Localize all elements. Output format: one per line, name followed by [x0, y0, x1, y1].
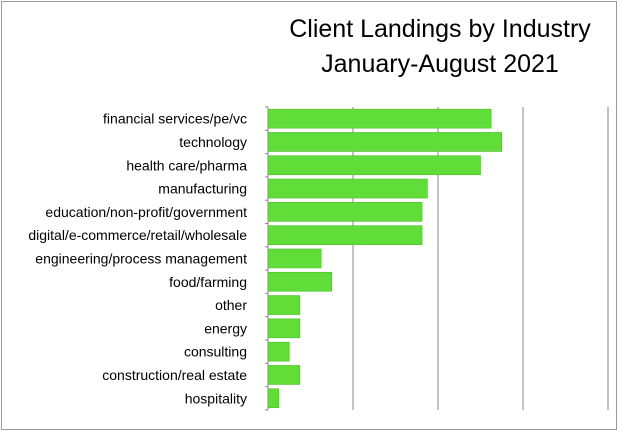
bars: [267, 108, 503, 409]
y-axis-ticks: [265, 106, 268, 411]
category-label-9: energy: [204, 320, 247, 336]
category-label-11: construction/real estate: [102, 367, 247, 383]
chart-title: Client Landings by Industry January-Augu…: [289, 15, 591, 78]
category-label-7: food/farming: [169, 274, 247, 290]
bar-11: [267, 365, 301, 385]
bar-5: [267, 225, 423, 245]
bar-3: [267, 178, 428, 199]
chart-title-line-1: Client Landings by Industry: [289, 15, 591, 43]
category-label-6: engineering/process management: [35, 250, 247, 266]
chart-title-line-2: January-August 2021: [321, 50, 559, 78]
category-label-10: consulting: [184, 344, 247, 360]
category-label-12: hospitality: [185, 390, 247, 406]
category-label-4: education/non-profit/government: [45, 204, 247, 220]
category-label-3: manufacturing: [158, 181, 247, 197]
category-label-5: digital/e-commerce/retail/wholesale: [28, 227, 247, 243]
bar-7: [267, 271, 333, 292]
bar-2: [267, 155, 481, 176]
bar-12: [267, 388, 279, 409]
category-label-8: other: [215, 297, 247, 313]
category-labels: financial services/pe/vc technology health…: [28, 111, 247, 407]
bar-0: [267, 108, 492, 129]
category-label-1: technology: [179, 134, 247, 150]
category-label-2: health care/pharma: [126, 157, 247, 173]
bar-10: [267, 341, 290, 362]
bar-9: [267, 318, 301, 339]
bar-8: [267, 295, 301, 315]
bar-4: [267, 202, 423, 222]
bar-1: [267, 132, 503, 152]
bar-6: [267, 248, 322, 269]
category-label-0: financial services/pe/vc: [103, 111, 247, 127]
